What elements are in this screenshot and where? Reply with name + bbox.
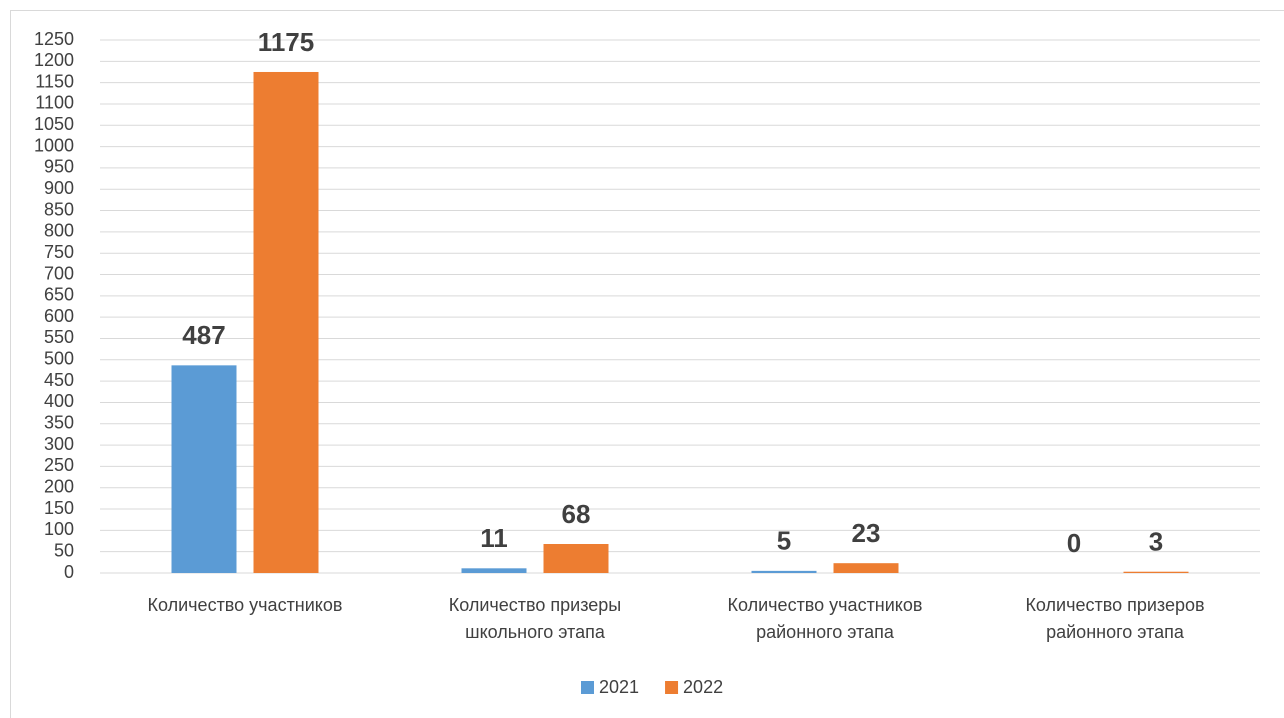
y-tick-label: 200 <box>44 476 74 496</box>
data-label: 68 <box>562 499 591 529</box>
y-tick-label: 750 <box>44 242 74 262</box>
y-tick-label: 0 <box>64 562 74 582</box>
y-tick-label: 450 <box>44 370 74 390</box>
y-tick-label: 50 <box>54 540 74 560</box>
y-tick-label: 300 <box>44 434 74 454</box>
y-tick-label: 650 <box>44 285 74 305</box>
bar <box>751 570 817 573</box>
x-tick-label: Количество призеров районного этапа <box>1025 595 1205 642</box>
bar <box>543 544 609 573</box>
y-tick-label: 500 <box>44 349 74 369</box>
data-label: 23 <box>852 518 881 548</box>
bar <box>171 365 237 573</box>
x-tick-label: Количество участников районного этапа <box>727 595 923 642</box>
legend-label: 2021 <box>599 677 639 697</box>
y-tick-label: 100 <box>44 519 74 539</box>
y-tick-label: 1250 <box>34 29 74 49</box>
data-label: 3 <box>1149 527 1163 557</box>
y-tick-label: 1200 <box>34 50 74 70</box>
y-tick-label: 1100 <box>35 93 74 113</box>
y-tick-label: 400 <box>44 391 74 411</box>
y-tick-label: 250 <box>44 455 74 475</box>
bar <box>253 71 319 573</box>
y-tick-label: 950 <box>44 157 74 177</box>
y-tick-label: 600 <box>44 306 74 326</box>
y-tick-label: 1050 <box>34 114 74 134</box>
y-tick-label: 850 <box>44 199 74 219</box>
y-tick-label: 1150 <box>35 71 74 91</box>
data-label: 0 <box>1067 528 1081 558</box>
legend-swatch <box>665 681 679 694</box>
y-tick-label: 150 <box>44 498 74 518</box>
y-tick-label: 350 <box>44 413 74 433</box>
legend-label: 2022 <box>683 677 723 697</box>
bar <box>1123 571 1189 573</box>
data-label: 11 <box>480 523 508 553</box>
data-label: 5 <box>777 526 791 556</box>
y-tick-label: 700 <box>44 263 74 283</box>
y-tick-label: 900 <box>44 178 74 198</box>
x-tick-label: Количество призеры школьного этапа <box>448 595 622 642</box>
bar <box>833 563 899 573</box>
bar <box>461 568 527 573</box>
x-tick-label: Количество участников <box>147 595 343 615</box>
y-tick-label: 800 <box>44 221 74 241</box>
chart-border <box>10 10 1284 718</box>
y-tick-label: 1000 <box>34 135 74 155</box>
data-label: 1175 <box>258 27 314 57</box>
data-label: 487 <box>182 320 225 350</box>
y-tick-label: 550 <box>44 327 74 347</box>
legend-swatch <box>581 681 594 694</box>
